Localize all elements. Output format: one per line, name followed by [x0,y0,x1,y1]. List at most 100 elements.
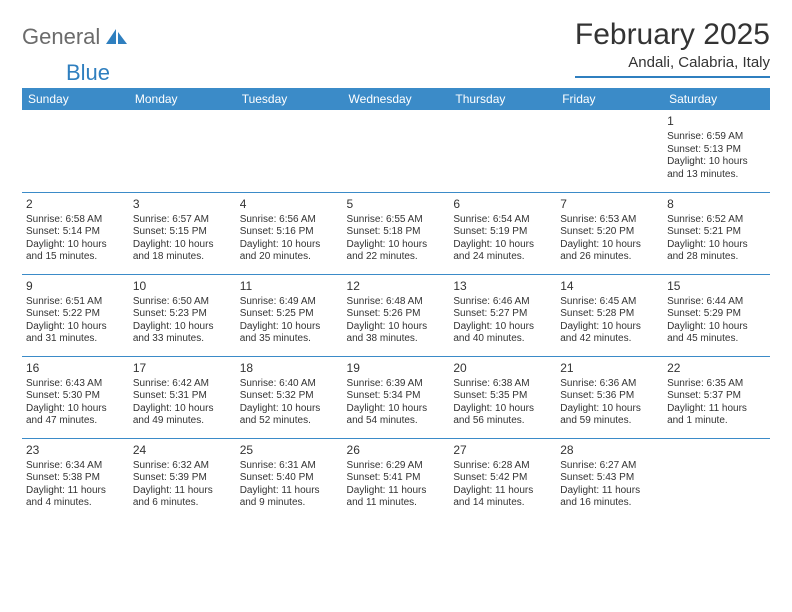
day-info: Sunrise: 6:49 AMSunset: 5:25 PMDaylight:… [240,296,339,346]
day-number: 15 [667,279,766,294]
calendar-week-row: 16Sunrise: 6:43 AMSunset: 5:30 PMDayligh… [22,356,770,438]
day-number: 10 [133,279,232,294]
weekday-header: Friday [556,88,663,110]
daylight-line: Daylight: 10 hours and 59 minutes. [560,403,659,428]
day-number: 12 [347,279,446,294]
calendar-day-cell: 24 Sunrise: 6:32 AMSunset: 5:39 PMDayligh… [129,438,236,520]
daylight-line: Daylight: 10 hours and 52 minutes. [240,403,339,428]
sunset-line: Sunset: 5:36 PM [560,390,659,403]
brand-name-part1: General [22,26,100,48]
sunrise-line: Sunrise: 6:32 AM [133,460,232,473]
sunset-line: Sunset: 5:37 PM [667,390,766,403]
calendar-day-cell: 27Sunrise: 6:28 AMSunset: 5:42 PMDayligh… [449,438,556,520]
sunrise-line: Sunrise: 6:31 AM [240,460,339,473]
daylight-line: Daylight: 10 hours and 26 minutes. [560,239,659,264]
day-info: Sunrise: 6:48 AMSunset: 5:26 PMDaylight:… [347,296,446,346]
calendar-day-cell: 15 Sunrise: 6:44 AMSunset: 5:29 PMDayligh… [663,274,770,356]
day-info: Sunrise: 6:43 AMSunset: 5:30 PMDaylight:… [26,378,125,428]
day-info: Sunrise: 6:44 AMSunset: 5:29 PMDaylight:… [667,296,766,346]
sunrise-line: Sunrise: 6:54 AM [453,214,552,227]
day-number: 6 [453,197,552,212]
sunset-line: Sunset: 5:28 PM [560,308,659,321]
calendar-day-cell: 5 Sunrise: 6:55 AMSunset: 5:18 PMDaylight… [343,192,450,274]
day-info: Sunrise: 6:27 AMSunset: 5:43 PMDaylight:… [560,460,659,510]
calendar-day-cell: 22Sunrise: 6:35 AMSunset: 5:37 PMDayligh… [663,356,770,438]
sunrise-line: Sunrise: 6:34 AM [26,460,125,473]
sunrise-line: Sunrise: 6:28 AM [453,460,552,473]
calendar-week-row: 2 Sunrise: 6:58 AMSunset: 5:14 PM Daylight… [22,192,770,274]
day-info: Sunrise: 6:46 AMSunset: 5:27 PMDaylight:… [453,296,552,346]
weekday-header: Wednesday [343,88,450,110]
month-title: February 2025 [575,18,770,52]
day-info: Sunrise: 6:54 AMSunset: 5:19 PMDaylight:… [453,214,552,264]
sunset-line: Sunset: 5:42 PM [453,472,552,485]
weekday-header: Sunday [22,88,129,110]
sunset-line: Sunset: 5:15 PM [133,226,232,239]
sunrise-line: Sunrise: 6:27 AM [560,460,659,473]
daylight-line: Daylight: 10 hours and 54 minutes. [347,403,446,428]
day-info: Sunrise: 6:57 AMSunset: 5:15 PMDaylight:… [133,214,232,264]
day-number: 22 [667,361,766,376]
day-info: Sunrise: 6:29 AMSunset: 5:41 PMDaylight:… [347,460,446,510]
weekday-header-row: Sunday Monday Tuesday Wednesday Thursday… [22,88,770,110]
daylight-line: Daylight: 10 hours and 13 minutes. [667,156,766,181]
day-info: Sunrise: 6:32 AMSunset: 5:39 PMDaylight:… [133,460,232,510]
sunset-line: Sunset: 5:41 PM [347,472,446,485]
sunrise-line: Sunrise: 6:49 AM [240,296,339,309]
day-info: Sunrise: 6:38 AMSunset: 5:35 PMDaylight:… [453,378,552,428]
daylight-line: Daylight: 10 hours and 35 minutes. [240,321,339,346]
day-number: 5 [347,197,446,212]
sunset-line: Sunset: 5:29 PM [667,308,766,321]
day-info: Sunrise: 6:52 AMSunset: 5:21 PMDaylight:… [667,214,766,264]
sunrise-line: Sunrise: 6:42 AM [133,378,232,391]
sunset-line: Sunset: 5:39 PM [133,472,232,485]
sail-icon [106,27,128,50]
day-number: 24 [133,443,232,458]
daylight-line: Daylight: 10 hours and 49 minutes. [133,403,232,428]
calendar-day-cell: 13Sunrise: 6:46 AMSunset: 5:27 PMDayligh… [449,274,556,356]
location-text: Andali, Calabria, Italy [628,54,770,71]
sunrise-line: Sunrise: 6:36 AM [560,378,659,391]
sunset-line: Sunset: 5:26 PM [347,308,446,321]
sunset-line: Sunset: 5:22 PM [26,308,125,321]
sunrise-line: Sunrise: 6:58 AM [26,214,125,227]
calendar-day-cell: 17Sunrise: 6:42 AMSunset: 5:31 PMDayligh… [129,356,236,438]
calendar-day-cell: 26Sunrise: 6:29 AMSunset: 5:41 PMDayligh… [343,438,450,520]
calendar-day-cell [343,110,450,192]
sunset-line: Sunset: 5:38 PM [26,472,125,485]
day-info: Sunrise: 6:28 AMSunset: 5:42 PMDaylight:… [453,460,552,510]
calendar-day-cell [449,110,556,192]
day-info: Sunrise: 6:42 AMSunset: 5:31 PMDaylight:… [133,378,232,428]
daylight-line: Daylight: 10 hours and 40 minutes. [453,321,552,346]
daylight-line: Daylight: 10 hours and 31 minutes. [26,321,125,346]
weekday-header: Saturday [663,88,770,110]
calendar-table: Sunday Monday Tuesday Wednesday Thursday… [22,88,770,520]
calendar-day-cell: 2Sunrise: 6:58 AMSunset: 5:14 PMDaylight… [22,192,129,274]
calendar-day-cell: 14Sunrise: 6:45 AMSunset: 5:28 PMDayligh… [556,274,663,356]
daylight-line: Daylight: 11 hours and 9 minutes. [240,485,339,510]
sunset-line: Sunset: 5:16 PM [240,226,339,239]
sunrise-line: Sunrise: 6:57 AM [133,214,232,227]
sunset-line: Sunset: 5:14 PM [26,226,125,239]
sunrise-line: Sunrise: 6:45 AM [560,296,659,309]
day-number: 25 [240,443,339,458]
brand-name-part2: Blue [66,62,110,84]
sunrise-line: Sunrise: 6:48 AM [347,296,446,309]
daylight-line: Daylight: 10 hours and 20 minutes. [240,239,339,264]
sunset-line: Sunset: 5:27 PM [453,308,552,321]
day-number: 23 [26,443,125,458]
calendar-day-cell: 25Sunrise: 6:31 AMSunset: 5:40 PMDayligh… [236,438,343,520]
calendar-day-cell: 23Sunrise: 6:34 AMSunset: 5:38 PMDayligh… [22,438,129,520]
sunset-line: Sunset: 5:18 PM [347,226,446,239]
day-info: Sunrise: 6:55 AMSunset: 5:18 PMDaylight:… [347,214,446,264]
calendar-day-cell: 4Sunrise: 6:56 AMSunset: 5:16 PMDaylight… [236,192,343,274]
sunrise-line: Sunrise: 6:53 AM [560,214,659,227]
sunrise-line: Sunrise: 6:39 AM [347,378,446,391]
sunset-line: Sunset: 5:43 PM [560,472,659,485]
calendar-day-cell: 12 Sunrise: 6:48 AMSunset: 5:26 PMDayligh… [343,274,450,356]
day-number: 2 [26,197,125,212]
day-info: Sunrise: 6:50 AMSunset: 5:23 PMDaylight:… [133,296,232,346]
calendar-day-cell: 16Sunrise: 6:43 AMSunset: 5:30 PMDayligh… [22,356,129,438]
day-number: 18 [240,361,339,376]
daylight-line: Daylight: 10 hours and 33 minutes. [133,321,232,346]
